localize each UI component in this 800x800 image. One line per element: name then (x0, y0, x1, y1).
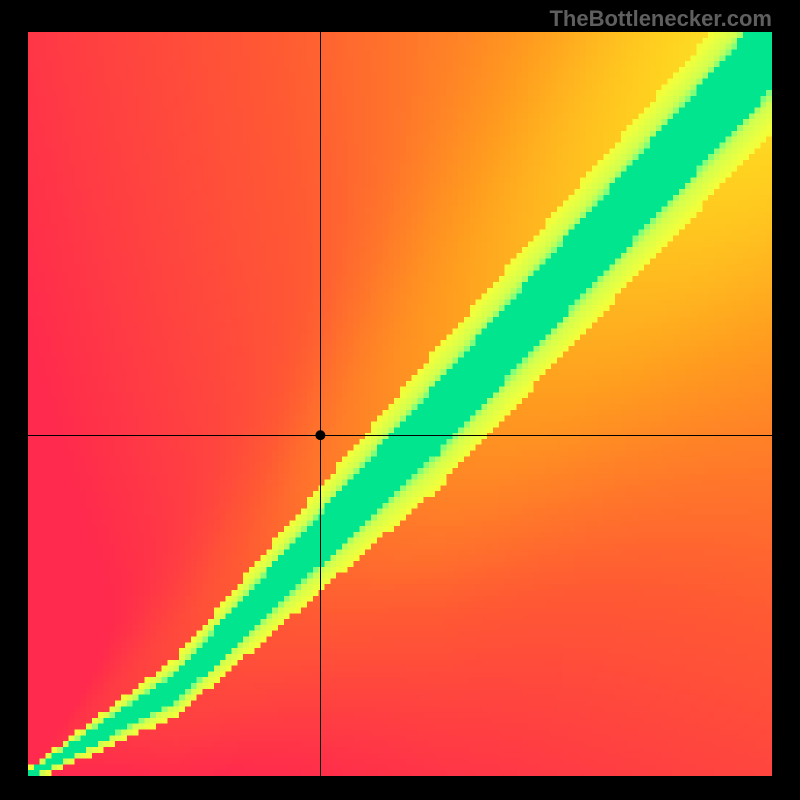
heat-plot-container (28, 32, 772, 776)
crosshair-overlay (28, 32, 772, 776)
watermark-text: TheBottlenecker.com (549, 6, 772, 32)
